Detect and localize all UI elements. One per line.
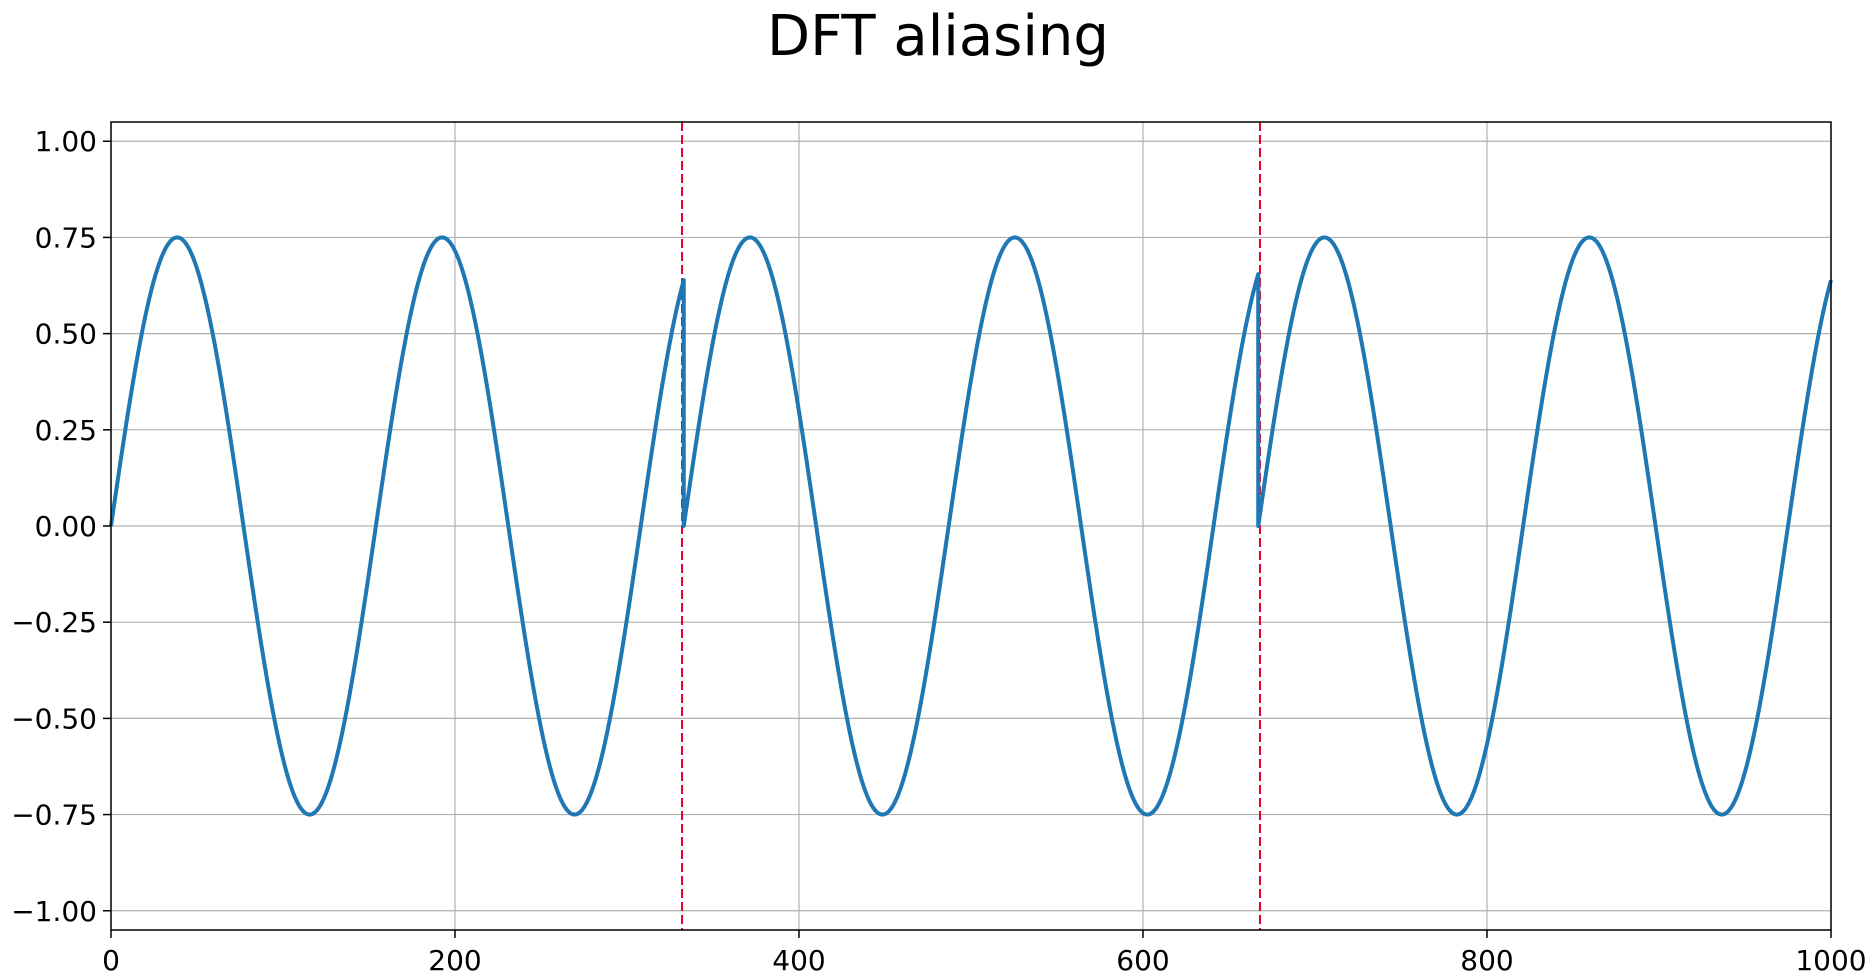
y-tick-label: −0.25	[11, 606, 97, 639]
x-tick-label: 0	[102, 944, 120, 977]
x-tick-label: 400	[772, 944, 825, 977]
y-tick-label: 0.00	[35, 510, 97, 543]
y-tick-label: 0.75	[35, 221, 97, 254]
x-tick-label: 200	[428, 944, 481, 977]
grid-layer	[110, 122, 1832, 930]
y-tick-label: 1.00	[35, 125, 97, 158]
y-tick-label: −0.50	[11, 702, 97, 735]
y-tick-label: 0.50	[35, 318, 97, 351]
series-layer	[109, 235, 1833, 817]
x-tick-layer: 0 200 400 600 800 1000	[102, 930, 1867, 977]
y-tick-label: −0.75	[11, 799, 97, 832]
sine-series-line	[109, 235, 1833, 817]
y-tick-label: 0.25	[35, 414, 97, 447]
y-tick-label: −1.00	[11, 895, 97, 928]
x-tick-label: 800	[1460, 944, 1513, 977]
chart-title: DFT aliasing	[767, 4, 1109, 69]
x-tick-label: 1000	[1795, 944, 1866, 977]
x-tick-label: 600	[1116, 944, 1169, 977]
y-tick-layer: 1.00 0.75 0.50 0.25 0.00 −0.25 −0.50 −0.75 −1.00	[11, 125, 111, 928]
